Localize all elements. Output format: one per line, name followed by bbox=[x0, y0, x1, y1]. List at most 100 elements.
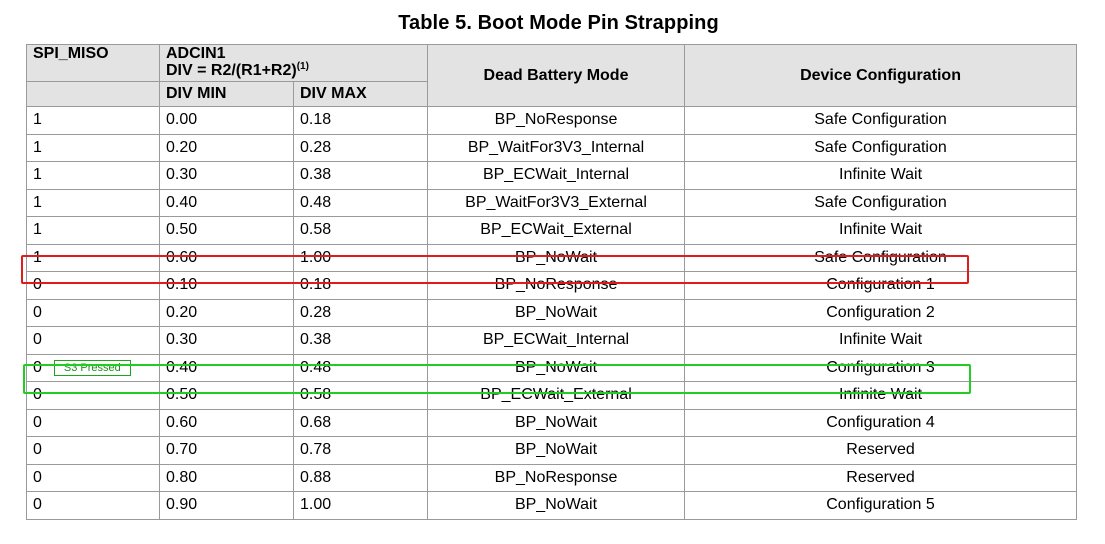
cell-div-max: 1.00 bbox=[292, 243, 429, 272]
cell-spi-miso-text: 1 bbox=[33, 166, 42, 184]
cell-div-max: 0.18 bbox=[292, 106, 429, 135]
cell-div-max: 0.88 bbox=[292, 463, 429, 492]
cell-div-max: 0.28 bbox=[292, 298, 429, 327]
cell-div-min: 0.30 bbox=[159, 326, 294, 355]
cell-div-max: 0.28 bbox=[292, 133, 429, 162]
cell-dead-battery-mode: BP_NoResponse bbox=[427, 271, 686, 300]
cell-spi-miso-text: 1 bbox=[33, 248, 42, 266]
cell-div-min: 0.90 bbox=[159, 491, 294, 520]
cell-device-configuration-text: Reserved bbox=[846, 468, 915, 486]
cell-div-max: 0.78 bbox=[292, 436, 429, 465]
cell-dead-battery-mode-text: BP_NoResponse bbox=[494, 111, 618, 129]
cell-div-max-text: 0.58 bbox=[300, 221, 332, 239]
cell-device-configuration: Safe Configuration bbox=[684, 188, 1078, 217]
cell-div-min-text: 0.60 bbox=[166, 413, 198, 431]
cell-spi-miso-text: 0 bbox=[33, 413, 42, 431]
cell-spi-miso: 0 bbox=[26, 436, 160, 465]
cell-div-min: 0.00 bbox=[159, 106, 294, 135]
cell-device-configuration-text: Configuration 3 bbox=[826, 358, 935, 376]
header-row: SPI_MISO ADCIN1 DIV = R2/(R1+R2)(1) Dead… bbox=[26, 44, 1078, 107]
cell-dead-battery-mode: BP_NoWait bbox=[427, 491, 686, 520]
cell-dead-battery-mode: BP_NoWait bbox=[427, 243, 686, 272]
cell-device-configuration-text: Configuration 5 bbox=[826, 496, 935, 514]
cell-dead-battery-mode: BP_ECWait_Internal bbox=[427, 326, 686, 355]
table-row: 1 0.60 1.00 BP_NoWait Safe Configuration bbox=[26, 243, 1078, 272]
header-div-formula: DIV = R2/(R1+R2) bbox=[166, 62, 297, 79]
cell-dead-battery-mode: BP_ECWait_Internal bbox=[427, 161, 686, 190]
table-row: 0 0.60 0.68 BP_NoWait Configuration 4 bbox=[26, 408, 1078, 437]
cell-div-min: 0.80 bbox=[159, 463, 294, 492]
cell-dead-battery-mode-text: BP_NoWait bbox=[514, 441, 598, 459]
cell-div-min: 0.60 bbox=[159, 408, 294, 437]
cell-div-min-text: 0.40 bbox=[166, 358, 198, 376]
cell-dead-battery-mode-text: BP_WaitFor3V3_External bbox=[465, 193, 647, 211]
header-device-configuration: Device Configuration bbox=[684, 44, 1078, 107]
cell-spi-miso: 1 bbox=[26, 106, 160, 135]
cell-div-max: 0.48 bbox=[292, 188, 429, 217]
cell-div-max: 1.00 bbox=[292, 491, 429, 520]
boot-mode-table: SPI_MISO ADCIN1 DIV = R2/(R1+R2)(1) Dead… bbox=[26, 44, 1078, 520]
table-row: 0 0.10 0.18 BP_NoResponse Configuration 1 bbox=[26, 271, 1078, 300]
table-row: 0 0.90 1.00 BP_NoWait Configuration 5 bbox=[26, 491, 1078, 520]
cell-div-min: 0.50 bbox=[159, 216, 294, 245]
cell-device-configuration: Safe Configuration bbox=[684, 106, 1078, 135]
cell-div-max: 0.38 bbox=[292, 161, 429, 190]
cell-device-configuration-text: Reserved bbox=[846, 441, 915, 459]
cell-div-min: 0.30 bbox=[159, 161, 294, 190]
cell-dead-battery-mode: BP_WaitFor3V3_External bbox=[427, 188, 686, 217]
header-div-min: DIV MIN bbox=[159, 81, 294, 107]
cell-spi-miso-text: 0 bbox=[33, 303, 42, 321]
cell-spi-miso: 0 bbox=[26, 326, 160, 355]
cell-spi-miso: 1 bbox=[26, 216, 160, 245]
cell-div-min-text: 0.80 bbox=[166, 468, 198, 486]
cell-dead-battery-mode: BP_NoWait bbox=[427, 353, 686, 382]
cell-spi-miso-text: 0 bbox=[33, 358, 42, 376]
cell-device-configuration: Configuration 2 bbox=[684, 298, 1078, 327]
table-row: 1 0.00 0.18 BP_NoResponse Safe Configuration bbox=[26, 106, 1078, 135]
cell-div-min: 0.10 bbox=[159, 271, 294, 300]
cell-div-max-text: 0.38 bbox=[300, 331, 332, 349]
cell-div-max: 0.48 bbox=[292, 353, 429, 382]
cell-spi-miso: 0 bbox=[26, 408, 160, 437]
cell-div-max-text: 0.88 bbox=[300, 468, 332, 486]
cell-div-max-text: 0.18 bbox=[300, 276, 332, 294]
cell-div-max-text: 0.28 bbox=[300, 303, 332, 321]
subheader-row: DIV MIN DIV MAX bbox=[26, 81, 1077, 107]
header-spi-miso: SPI_MISO bbox=[26, 44, 160, 82]
cell-device-configuration: Safe Configuration bbox=[684, 133, 1078, 162]
cell-spi-miso: 1 bbox=[26, 133, 160, 162]
cell-dead-battery-mode-text: BP_WaitFor3V3_Internal bbox=[467, 138, 645, 156]
cell-dead-battery-mode-text: BP_NoWait bbox=[514, 248, 598, 266]
cell-div-min-text: 0.00 bbox=[166, 111, 198, 129]
cell-device-configuration-text: Configuration 2 bbox=[826, 303, 935, 321]
table-row: 0 0.80 0.88 BP_NoResponse Reserved bbox=[26, 463, 1078, 492]
cell-dead-battery-mode-text: BP_ECWait_External bbox=[480, 386, 632, 404]
cell-device-configuration-text: Configuration 1 bbox=[826, 276, 935, 294]
cell-div-max: 0.38 bbox=[292, 326, 429, 355]
cell-device-configuration: Configuration 5 bbox=[684, 491, 1078, 520]
cell-dead-battery-mode-text: BP_NoWait bbox=[514, 303, 598, 321]
s3-pressed-badge: S3 Pressed bbox=[53, 359, 131, 376]
cell-dead-battery-mode-text: BP_NoWait bbox=[514, 496, 598, 514]
cell-spi-miso: 0 bbox=[26, 271, 160, 300]
cell-spi-miso-text: 0 bbox=[33, 331, 42, 349]
footnote-marker: (1) bbox=[296, 61, 309, 72]
cell-spi-miso: 1 bbox=[26, 243, 160, 272]
cell-div-max-text: 0.48 bbox=[300, 358, 332, 376]
cell-device-configuration-text: Infinite Wait bbox=[839, 386, 923, 404]
cell-div-min-text: 0.20 bbox=[166, 303, 198, 321]
table-row: 0 0.70 0.78 BP_NoWait Reserved bbox=[26, 436, 1078, 465]
cell-device-configuration: Safe Configuration bbox=[684, 243, 1078, 272]
cell-device-configuration: Infinite Wait bbox=[684, 216, 1078, 245]
table-row: 0 0.30 0.38 BP_ECWait_Internal Infinite Wait bbox=[26, 326, 1078, 355]
cell-div-max-text: 1.00 bbox=[300, 248, 332, 266]
cell-div-min: 0.40 bbox=[159, 353, 294, 382]
cell-dead-battery-mode-text: BP_NoResponse bbox=[494, 276, 618, 294]
cell-device-configuration: Infinite Wait bbox=[684, 326, 1078, 355]
cell-device-configuration: Reserved bbox=[684, 463, 1078, 492]
header-blank-cell bbox=[26, 81, 160, 107]
cell-dead-battery-mode: BP_NoWait bbox=[427, 436, 686, 465]
cell-spi-miso: 1 bbox=[26, 188, 160, 217]
cell-spi-miso: 0 bbox=[26, 491, 160, 520]
header-adcin1: ADCIN1 DIV = R2/(R1+R2)(1) bbox=[158, 44, 429, 82]
